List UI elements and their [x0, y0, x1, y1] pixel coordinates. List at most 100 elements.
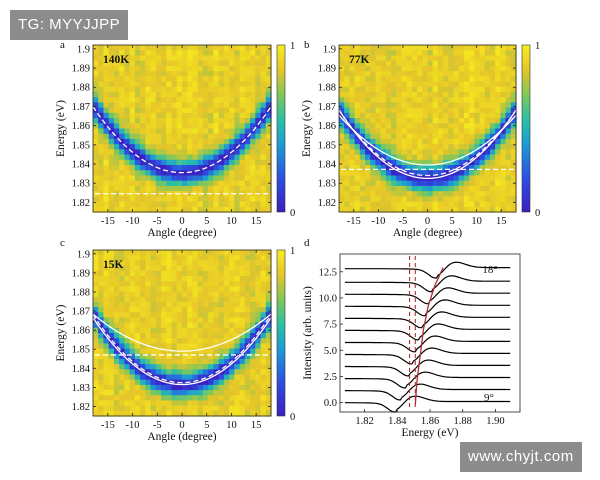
temperature-label: 77K [349, 54, 370, 66]
polariton-curve-b-0 [338, 109, 517, 177]
x-tick-label: 1.86 [421, 416, 439, 427]
spectrum-line [344, 287, 511, 305]
y-tick-label: 1.85 [318, 140, 336, 151]
y-tick-label: 1.84 [72, 160, 91, 171]
red-dispersion-curve [414, 267, 444, 405]
x-tick-label: 0 [179, 420, 184, 431]
y-tick-label: 1.86 [72, 326, 90, 337]
y-tick-label: 1.84 [72, 364, 91, 375]
x-tick-label: 1.90 [486, 416, 504, 427]
colorbar [276, 44, 286, 213]
colorbar-min-label: 0 [290, 208, 295, 219]
polariton-curve-b-2 [338, 109, 517, 180]
x-tick-label: 1.88 [454, 416, 472, 427]
spectrum-line [344, 275, 511, 293]
y-tick-label: 1.89 [72, 64, 90, 75]
y-tick-label: 1.83 [318, 179, 336, 190]
spectrum-line [344, 311, 511, 329]
x-tick-label: -15 [347, 216, 361, 227]
x-tick-label: 10 [471, 216, 482, 227]
y-tick-label: 5.0 [324, 346, 337, 357]
x-tick-label: 10 [226, 216, 237, 227]
y-tick-label: 1.83 [72, 383, 90, 394]
y-tick-label: 1.9 [323, 44, 336, 55]
y-tick-label: 1.85 [72, 345, 90, 356]
colorbar-max-label: 1 [535, 41, 540, 52]
panel-letter: d [304, 237, 310, 249]
spectrum-line [344, 261, 511, 279]
y-tick-label: 1.89 [318, 64, 336, 75]
spectrum-line [344, 359, 511, 377]
x-axis-label: Energy (eV) [402, 427, 459, 439]
temperature-label: 15K [103, 259, 124, 271]
x-axis-label: Angle (degree) [147, 227, 216, 239]
x-tick-label: -10 [126, 216, 140, 227]
y-tick-label: 1.87 [318, 102, 336, 113]
x-tick-label: -15 [101, 216, 115, 227]
y-tick-label: 1.84 [318, 160, 337, 171]
temperature-label: 140K [103, 54, 129, 66]
x-tick-label: 1.82 [355, 416, 373, 427]
y-tick-label: 1.86 [72, 121, 90, 132]
y-tick-label: 1.89 [72, 268, 90, 279]
colorbar-max-label: 1 [290, 41, 295, 52]
spectrum-line [344, 395, 511, 413]
spectrum-line [344, 323, 511, 341]
x-tick-label: 10 [226, 420, 237, 431]
heatmap-b [339, 45, 517, 213]
y-tick-label: 1.88 [318, 83, 336, 94]
x-tick-label: 0 [425, 216, 430, 227]
polariton-curve-b-1 [338, 114, 517, 166]
annotation-9-degree: 9° [484, 392, 494, 404]
x-tick-label: 1.84 [388, 416, 407, 427]
colorbar-max-label: 1 [290, 246, 295, 257]
panel-letter: b [304, 39, 310, 51]
y-tick-label: 1.82 [72, 402, 90, 413]
y-tick-label: 0.0 [324, 398, 337, 409]
x-tick-label: -10 [371, 216, 385, 227]
x-tick-label: 0 [179, 216, 184, 227]
y-tick-label: 7.5 [324, 320, 337, 331]
y-tick-label: 1.88 [72, 83, 90, 94]
x-tick-label: 15 [251, 420, 262, 431]
y-tick-label: 1.86 [318, 121, 336, 132]
panel-c: -15 -10 -5 0 5 10 151.821.831.841.851.861.871.… [55, 237, 295, 443]
colorbar [276, 249, 286, 417]
panel-letter: a [60, 39, 65, 51]
panel-b: -15 -10 -5 0 5 10 151.821.831.841.851.861.871.… [301, 39, 540, 239]
x-tick-label: -10 [126, 420, 140, 431]
watermark-top: TG: MYYJJPP [10, 10, 129, 40]
x-tick-label: -15 [101, 420, 115, 431]
heatmap-a [93, 45, 272, 213]
y-axis-label: Energy (eV) [55, 100, 67, 157]
y-axis-label: Energy (eV) [301, 100, 313, 157]
y-tick-label: 1.87 [72, 102, 90, 113]
spectrum-line [344, 383, 511, 401]
y-tick-label: 1.85 [72, 140, 90, 151]
x-tick-label: 5 [204, 216, 209, 227]
spectrum-line [344, 347, 511, 365]
y-tick-label: 12.5 [319, 267, 337, 278]
x-tick-label: -5 [399, 216, 408, 227]
y-axis-label: Intensity (arb. units) [302, 286, 314, 380]
frame-d [339, 253, 521, 413]
y-tick-label: 1.9 [77, 249, 90, 260]
y-tick-label: 1.87 [72, 307, 90, 318]
y-tick-label: 1.88 [72, 287, 90, 298]
polariton-curve-a-0 [92, 106, 272, 174]
x-tick-label: 15 [251, 216, 262, 227]
panel-a: -15 -10 -5 0 5 10 151.821.831.841.851.861.871.… [55, 39, 295, 239]
y-tick-label: 1.9 [77, 44, 90, 55]
spectrum-line [344, 371, 511, 389]
y-tick-label: 1.83 [72, 179, 90, 190]
y-tick-label: 2.5 [324, 372, 337, 383]
y-axis-label: Energy (eV) [55, 304, 67, 361]
y-tick-label: 1.82 [318, 198, 336, 209]
watermark-bottom: www.chyjt.com [460, 442, 582, 472]
y-tick-label: 10.0 [319, 293, 337, 304]
x-tick-label: -5 [153, 216, 162, 227]
x-axis-label: Angle (degree) [147, 431, 216, 443]
panel-letter: c [60, 237, 65, 249]
x-tick-label: -5 [153, 420, 162, 431]
